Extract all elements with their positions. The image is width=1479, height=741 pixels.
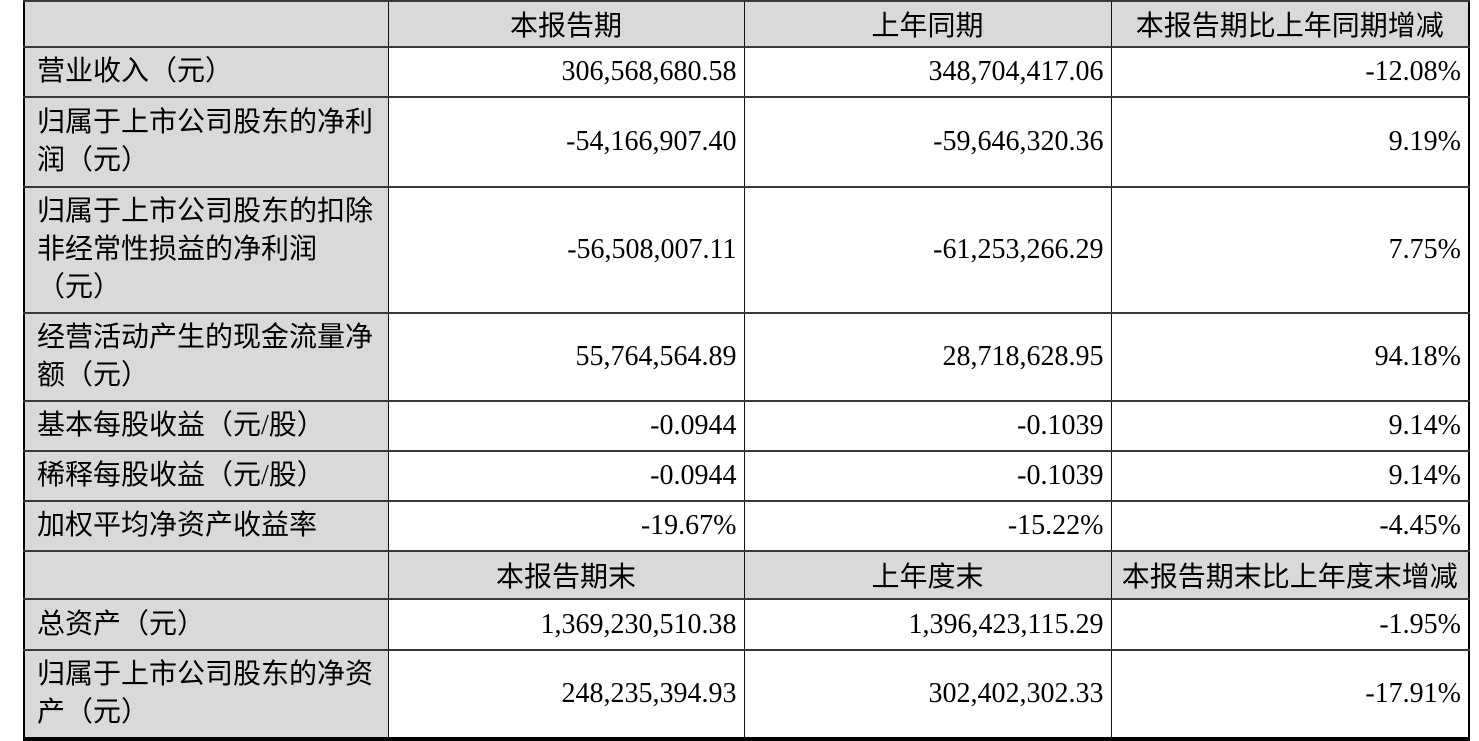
column-header-current-period-end: 本报告期末 — [387, 550, 745, 600]
row-label: 总资产（元） — [23, 598, 389, 651]
table-row-total-assets: 总资产（元） 1,369,230,510.38 1,396,423,115.29… — [23, 598, 1470, 651]
row-label: 加权平均净资产收益率 — [23, 500, 389, 552]
value-current-period: -56,508,007.11 — [387, 186, 745, 314]
value-change: 9.14% — [1110, 450, 1470, 502]
value-change: 7.75% — [1110, 186, 1470, 314]
value-current-period: -0.0944 — [387, 450, 745, 502]
table-row-basic-eps: 基本每股收益（元/股） -0.0944 -0.1039 9.14% — [23, 400, 1470, 452]
row-label: 营业收入（元） — [23, 46, 389, 98]
value-current-period: -19.67% — [387, 500, 745, 552]
row-label: 基本每股收益（元/股） — [23, 400, 389, 452]
value-current-period: 248,235,394.93 — [387, 649, 745, 740]
value-prior-period: 28,718,628.95 — [743, 312, 1112, 402]
financial-summary-table: 本报告期 上年同期 本报告期比上年同期增减 营业收入（元） 306,568,68… — [23, 0, 1470, 741]
value-current-period: -54,166,907.40 — [387, 96, 745, 188]
value-current-period: 1,369,230,510.38 — [387, 598, 745, 651]
table-row-net-profit-excl-nonrecurring: 归属于上市公司股东的扣除非经常性损益的净利润（元） -56,508,007.11… — [23, 186, 1470, 314]
value-prior-period: -61,253,266.29 — [743, 186, 1112, 314]
value-prior-period: -59,646,320.36 — [743, 96, 1112, 188]
value-change: -1.95% — [1110, 598, 1470, 651]
column-header-period-change: 本报告期比上年同期增减 — [1110, 0, 1470, 48]
table-row-net-assets: 归属于上市公司股东的净资产（元） 248,235,394.93 302,402,… — [23, 649, 1470, 740]
header-row-period-end: 本报告期末 上年度末 本报告期末比上年度末增减 — [23, 550, 1470, 600]
value-prior-period: -0.1039 — [743, 400, 1112, 452]
value-change: -4.45% — [1110, 500, 1470, 552]
row-label: 归属于上市公司股东的净资产（元） — [23, 649, 389, 740]
header-row-period: 本报告期 上年同期 本报告期比上年同期增减 — [23, 0, 1470, 48]
value-prior-period: -0.1039 — [743, 450, 1112, 502]
table-row-weighted-avg-roe: 加权平均净资产收益率 -19.67% -15.22% -4.45% — [23, 500, 1470, 552]
header-blank-cell — [23, 550, 389, 600]
value-change: 9.19% — [1110, 96, 1470, 188]
value-current-period: 55,764,564.89 — [387, 312, 745, 402]
value-current-period: 306,568,680.58 — [387, 46, 745, 98]
value-change: 94.18% — [1110, 312, 1470, 402]
value-change: -12.08% — [1110, 46, 1470, 98]
table-row-diluted-eps: 稀释每股收益（元/股） -0.0944 -0.1039 9.14% — [23, 450, 1470, 502]
row-label: 经营活动产生的现金流量净额（元） — [23, 312, 389, 402]
column-header-prior-year-end: 上年度末 — [743, 550, 1112, 600]
value-change: 9.14% — [1110, 400, 1470, 452]
column-header-prior-period: 上年同期 — [743, 0, 1112, 48]
value-prior-period: 348,704,417.06 — [743, 46, 1112, 98]
value-prior-period: 1,396,423,115.29 — [743, 598, 1112, 651]
value-current-period: -0.0944 — [387, 400, 745, 452]
row-label: 归属于上市公司股东的净利润（元） — [23, 96, 389, 188]
table-row-net-profit: 归属于上市公司股东的净利润（元） -54,166,907.40 -59,646,… — [23, 96, 1470, 188]
row-label: 稀释每股收益（元/股） — [23, 450, 389, 502]
table-row-operating-cash-flow: 经营活动产生的现金流量净额（元） 55,764,564.89 28,718,62… — [23, 312, 1470, 402]
row-label: 归属于上市公司股东的扣除非经常性损益的净利润（元） — [23, 186, 389, 314]
value-change: -17.91% — [1110, 649, 1470, 740]
column-header-period-end-change: 本报告期末比上年度末增减 — [1110, 550, 1470, 600]
table-row-operating-revenue: 营业收入（元） 306,568,680.58 348,704,417.06 -1… — [23, 46, 1470, 98]
header-blank-cell — [23, 0, 389, 48]
financial-summary-table-container: 本报告期 上年同期 本报告期比上年同期增减 营业收入（元） 306,568,68… — [23, 0, 1470, 741]
value-prior-period: -15.22% — [743, 500, 1112, 552]
column-header-current-period: 本报告期 — [387, 0, 745, 48]
value-prior-period: 302,402,302.33 — [743, 649, 1112, 740]
